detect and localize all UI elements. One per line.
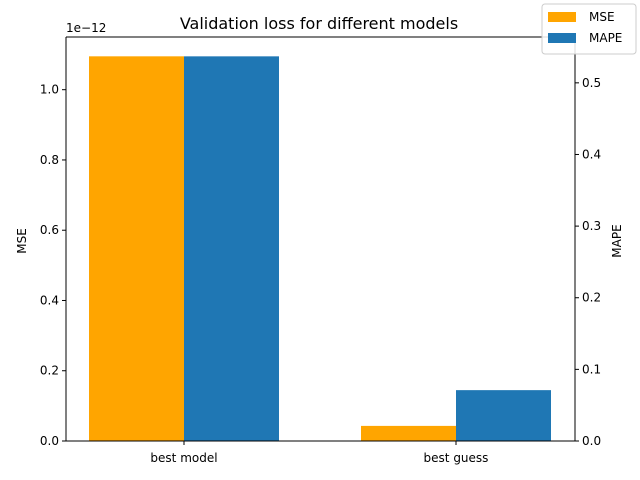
legend-swatch-mape	[548, 33, 576, 43]
left-tick-label: 0.0	[40, 434, 59, 448]
right-tick-label: 0.4	[582, 147, 601, 161]
x-axis-ticks: best model best guess	[150, 441, 488, 465]
left-tick-label: 0.2	[40, 364, 59, 378]
legend-swatch-mse	[548, 12, 576, 22]
left-axis-ticks: 0.0 0.2 0.4 0.6 0.8 1.0	[40, 83, 66, 448]
plot-frame	[65, 36, 576, 442]
bars-group	[89, 56, 551, 442]
right-tick-label: 0.5	[582, 76, 601, 90]
legend-label-mse: MSE	[589, 10, 615, 24]
legend: MSE MAPE	[541, 3, 637, 55]
right-axis-ticks: 0.0 0.1 0.2 0.3 0.4 0.5	[575, 76, 601, 448]
right-axis-label: MAPE	[610, 224, 624, 257]
left-tick-label: 1.0	[40, 83, 59, 97]
chart-title: Validation loss for different models	[180, 14, 458, 33]
bar-mse-best-guess	[361, 425, 456, 441]
left-axis-offset-text: 1e−12	[66, 21, 106, 35]
right-tick-label: 0.1	[582, 362, 601, 376]
bar-mape-best-guess	[456, 390, 551, 441]
legend-items: MSE MAPE	[548, 10, 622, 45]
right-tick-label: 0.3	[582, 219, 601, 233]
right-tick-label: 0.2	[582, 291, 601, 305]
left-tick-label: 0.6	[40, 223, 59, 237]
left-tick-label: 0.4	[40, 293, 59, 307]
x-tick-label: best model	[150, 451, 217, 465]
bar-mape-best-model	[184, 56, 279, 442]
bar-mse-best-model	[89, 56, 184, 441]
legend-label-mape: MAPE	[589, 31, 622, 45]
left-tick-label: 0.8	[40, 153, 59, 167]
right-tick-label: 0.0	[582, 434, 601, 448]
left-axis-label: MSE	[15, 228, 29, 254]
x-tick-label: best guess	[424, 451, 489, 465]
